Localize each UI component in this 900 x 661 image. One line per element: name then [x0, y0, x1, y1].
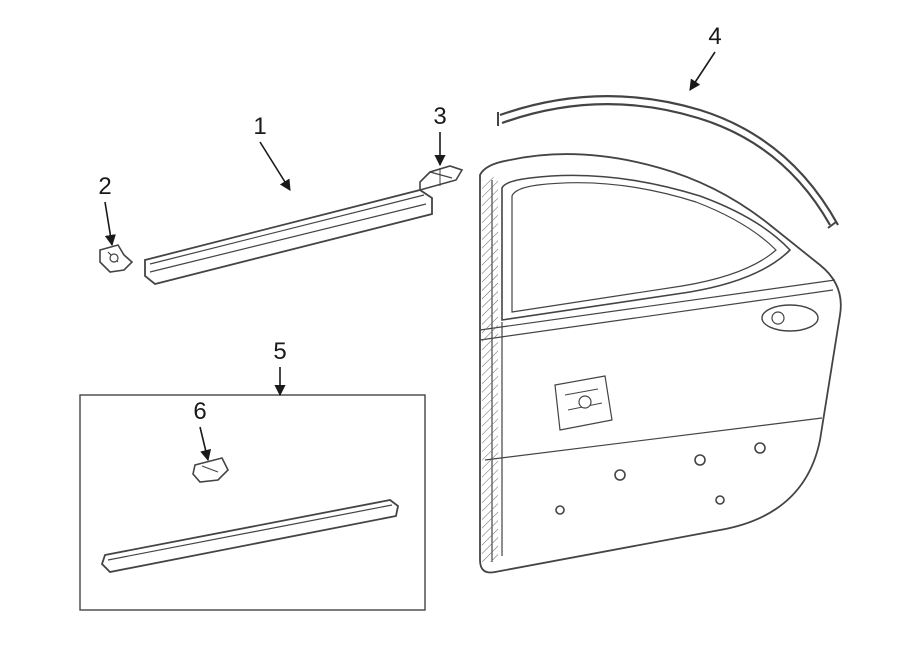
part-3-belt-molding-end-cap: [420, 166, 462, 190]
part-2-belt-molding-clip: [100, 245, 132, 272]
callout-arrow-1: [260, 142, 290, 190]
parts-diagram: 1 2 3 4 5 6: [0, 0, 900, 661]
part-1-belt-molding: [145, 190, 432, 284]
callout-label-2: 2: [98, 173, 111, 200]
callout-label-1: 1: [253, 113, 266, 140]
part-5-body-side-molding: [102, 500, 398, 572]
callout-label-5: 5: [273, 338, 286, 365]
callout-label-3: 3: [433, 103, 446, 130]
callout-arrow-6: [200, 427, 208, 460]
callout-label-6: 6: [193, 398, 206, 425]
callout-arrow-2: [105, 202, 112, 245]
door-latch-area: [555, 376, 612, 430]
callout-label-4: 4: [708, 23, 721, 50]
rear-door-assembly: [480, 154, 841, 572]
door-handle: [762, 305, 818, 331]
callout-arrow-4: [690, 52, 715, 90]
part-6-body-side-molding-clip: [193, 458, 228, 482]
